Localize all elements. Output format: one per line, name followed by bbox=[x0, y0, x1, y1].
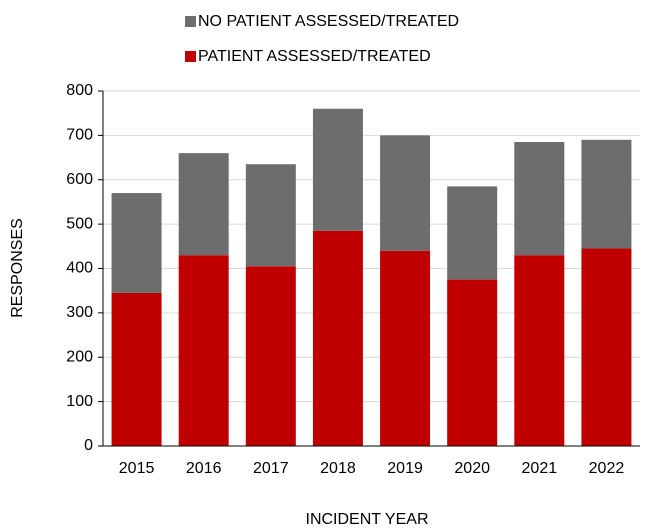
bar-segment bbox=[380, 135, 431, 251]
x-tick-label: 2019 bbox=[387, 460, 423, 477]
x-tick-label: 2021 bbox=[522, 460, 558, 477]
bar-segment bbox=[111, 193, 162, 293]
legend-label: PATIENT ASSESSED/TREATED bbox=[198, 48, 431, 65]
x-tick-label: 2017 bbox=[253, 460, 289, 477]
bar-segment bbox=[581, 139, 632, 249]
legend-swatch bbox=[185, 16, 196, 27]
bar-segment bbox=[245, 164, 296, 267]
legend-label: NO PATIENT ASSESSED/TREATED bbox=[198, 13, 459, 30]
y-tick-label: 500 bbox=[66, 215, 93, 232]
bar-segment bbox=[312, 108, 363, 231]
x-tick-label: 2018 bbox=[320, 460, 356, 477]
bar-segment bbox=[514, 142, 565, 256]
y-tick-label: 200 bbox=[66, 348, 93, 365]
bar-segment bbox=[178, 255, 229, 446]
bar-segment bbox=[447, 279, 498, 446]
y-tick-label: 400 bbox=[66, 260, 93, 277]
x-tick-label: 2015 bbox=[119, 460, 155, 477]
bar-segment bbox=[312, 230, 363, 446]
y-tick-label: 700 bbox=[66, 127, 93, 144]
y-axis-label: RESPONSES bbox=[9, 218, 26, 318]
bar-segment bbox=[245, 266, 296, 446]
bar-segment bbox=[447, 186, 498, 280]
bar-segment bbox=[514, 255, 565, 446]
bar-segment bbox=[581, 248, 632, 446]
y-tick-label: 100 bbox=[66, 393, 93, 410]
bar-segment bbox=[178, 153, 229, 256]
legend-swatch bbox=[185, 51, 196, 62]
x-tick-label: 2022 bbox=[589, 460, 625, 477]
bar-segment bbox=[111, 292, 162, 446]
y-tick-label: 0 bbox=[84, 437, 93, 454]
x-tick-label: 2020 bbox=[454, 460, 490, 477]
y-tick-label: 600 bbox=[66, 171, 93, 188]
x-axis-label: INCIDENT YEAR bbox=[306, 511, 429, 528]
bar-segment bbox=[380, 250, 431, 446]
x-tick-label: 2016 bbox=[186, 460, 222, 477]
y-tick-label: 800 bbox=[66, 82, 93, 99]
y-tick-label: 300 bbox=[66, 304, 93, 321]
